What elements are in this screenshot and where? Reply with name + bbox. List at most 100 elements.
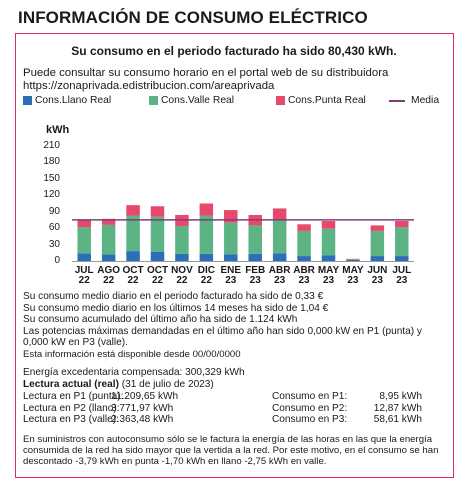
bar-segment-llano xyxy=(297,256,311,261)
y-tick-label: 30 xyxy=(48,238,60,250)
bar-segment-valle xyxy=(346,259,360,260)
x-category-month: DIC xyxy=(197,265,215,276)
x-category-label: JUL 23 xyxy=(387,266,417,286)
bar-segment-punta xyxy=(370,225,385,231)
bar-segment-punta xyxy=(395,221,409,228)
legend-punta-label: Cons.Punta Real xyxy=(288,95,366,106)
x-category-month: OCT xyxy=(122,265,144,276)
x-category-month: ABR xyxy=(293,265,315,276)
x-category-month: JUN xyxy=(367,265,388,276)
x-category-month: ENE xyxy=(220,265,242,276)
info-max-power-cont: 0,000 kW en P3 (valle). xyxy=(23,337,128,348)
x-category-label: NOV 22 xyxy=(167,266,197,286)
legend-punta-swatch xyxy=(276,96,285,105)
x-category-label: MAY 23 xyxy=(338,266,368,286)
x-category-month: NOV xyxy=(171,265,193,276)
page-title: INFORMACIÓN DE CONSUMO ELÉCTRICO xyxy=(18,8,368,27)
x-category-label: DIC 22 xyxy=(191,266,221,286)
portal-info: Puede consultar su consumo horario en el… xyxy=(23,67,388,93)
consumption-value: 12,87 kWh xyxy=(373,402,422,414)
info-block: Su consumo medio diario en el periodo fa… xyxy=(23,291,422,360)
lectura-date: (31 de julio de 2023) xyxy=(118,379,214,390)
bar-segment-valle xyxy=(199,215,214,254)
bar-segment-valle xyxy=(101,224,116,255)
y-tick-label: 90 xyxy=(48,205,60,217)
x-category-month: OCT xyxy=(146,265,169,276)
bar-segment-valle xyxy=(370,230,385,257)
y-tick-label: 150 xyxy=(43,172,60,184)
bar-segment-valle xyxy=(126,215,140,252)
x-category-label: ABR 23 xyxy=(265,266,295,286)
bar-segment-llano xyxy=(126,251,140,261)
x-category-label: ENE 23 xyxy=(216,266,246,286)
bar-segment-punta xyxy=(321,221,336,229)
consumption-label: Consumo en P1: xyxy=(272,391,348,402)
bar-segment-llano xyxy=(346,259,360,261)
reading-label: Lectura en P2 (llano): xyxy=(23,402,120,414)
consumption-chart xyxy=(72,203,414,262)
bar-segment-punta xyxy=(297,224,311,231)
x-category-label: ABR 23 xyxy=(289,266,319,286)
bar-segment-punta xyxy=(224,210,238,223)
info-daily-period: Su consumo medio diario en el periodo fa… xyxy=(23,291,324,302)
x-category-month: ABR xyxy=(268,265,291,276)
bar-segment-valle xyxy=(248,225,262,254)
legend-llano-label: Cons.Llano Real xyxy=(35,95,112,106)
bar-segment-valle xyxy=(297,230,311,257)
x-category-year: 23 xyxy=(347,275,359,286)
legend-media-label: Media xyxy=(411,95,440,106)
legend-punta: Cons.Punta Real xyxy=(276,95,366,106)
legend-valle-label: Cons.Valle Real xyxy=(161,95,235,106)
bar-segment-llano xyxy=(199,253,214,261)
bar-segment-valle xyxy=(224,222,238,255)
x-category-month: FEB xyxy=(245,265,266,276)
legend-media-line xyxy=(389,99,405,102)
consumption-label: Consumo en P3: xyxy=(272,414,348,425)
consumption-panel: Su consumo en el periodo facturado ha si… xyxy=(15,33,454,478)
info-daily-14m: Su consumo medio diario en los últimos 1… xyxy=(23,302,329,314)
x-category-year: 23 xyxy=(322,275,335,286)
bar-segment-valle xyxy=(175,225,189,254)
consumption-value: 58,61 kWh xyxy=(373,414,422,425)
bar-segment-valle xyxy=(321,228,336,256)
x-category-year: 22 xyxy=(103,275,115,286)
lectura-title-label: Lectura actual (real) xyxy=(23,379,119,390)
info-max-power: Las potencias máximas demandadas en el ú… xyxy=(23,325,422,337)
x-category-month: JUL xyxy=(74,265,94,276)
x-category-year: 23 xyxy=(274,275,286,286)
info-accumulated: Su consumo acumulado del último año ha s… xyxy=(23,314,298,325)
reading-label: Lectura en P1 (punta): xyxy=(23,391,124,402)
y-tick-label: 180 xyxy=(43,156,60,168)
bar-segment-llano xyxy=(370,256,385,261)
bar-segment-llano xyxy=(224,254,238,261)
bar-segment-valle xyxy=(395,227,409,257)
x-category-month: JUL xyxy=(392,265,412,276)
bar-segment-punta xyxy=(77,220,91,228)
bar-segment-punta xyxy=(101,218,116,225)
x-category-label: OCT 22 xyxy=(143,266,173,286)
self-consumption-note: En suministros con autoconsumo sólo se l… xyxy=(23,434,439,468)
legend-media: Media xyxy=(389,95,439,106)
info-available-since: Esta información está disponible desde 0… xyxy=(23,348,241,360)
x-category-label: FEB 23 xyxy=(240,266,270,286)
x-category-label: MAY 23 xyxy=(314,266,344,286)
legend-llano: Cons.Llano Real xyxy=(23,95,111,106)
y-axis-label: kWh xyxy=(46,124,70,136)
y-tick-label: 210 xyxy=(43,140,60,151)
x-category-year: 22 xyxy=(176,275,188,286)
bar-segment-llano xyxy=(395,256,409,261)
x-category-year: 22 xyxy=(78,275,90,286)
lectura-title: Lectura actual (real) (31 de julio de 20… xyxy=(23,379,214,391)
y-tick-label: 0 xyxy=(54,255,60,266)
portal-url[interactable]: https://zonaprivada.edistribucion.com/ar… xyxy=(23,80,275,92)
x-category-month: AGO xyxy=(97,265,121,276)
legend-llano-swatch xyxy=(23,96,32,105)
bar-segment-llano xyxy=(321,255,336,261)
x-category-label: JUN 23 xyxy=(362,266,392,286)
x-category-year: 23 xyxy=(225,275,237,286)
legend-valle: Cons.Valle Real xyxy=(149,95,234,106)
bar-segment-punta xyxy=(346,258,360,260)
consumption-label: Consumo en P2: xyxy=(272,402,348,414)
x-category-month: MAY xyxy=(317,265,340,276)
x-category-label: AGO 22 xyxy=(94,266,124,286)
